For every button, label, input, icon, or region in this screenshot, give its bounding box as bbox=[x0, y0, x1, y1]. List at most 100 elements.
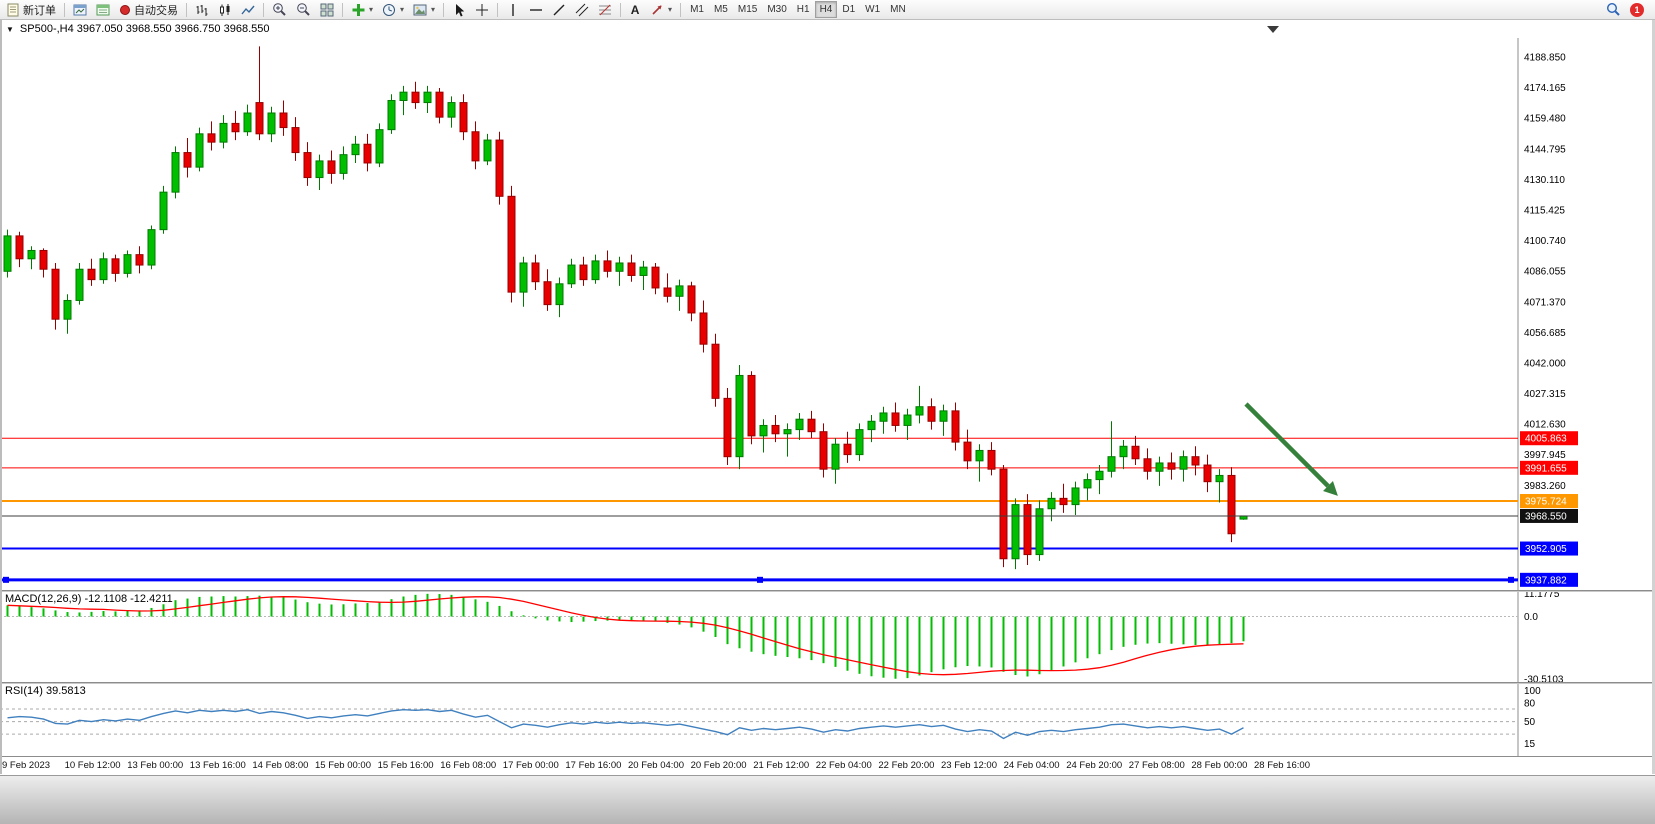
price-chart-pane[interactable]: 4188.850 4174.165 4159.480 4144.795 4130.110… bbox=[0, 38, 1655, 590]
auto-trading-button[interactable]: 自动交易 bbox=[115, 1, 182, 19]
toolbar-separator bbox=[497, 2, 499, 17]
window-bottom-strip bbox=[0, 775, 1655, 824]
clock-icon bbox=[383, 3, 396, 16]
arrows-tool-button[interactable]: ▾ bbox=[646, 1, 676, 19]
zoom-in-button[interactable] bbox=[268, 1, 291, 19]
chart-caption: ▼ SP500-,H4 3967.050 3968.550 3966.750 3… bbox=[0, 20, 1655, 38]
toolbar-separator bbox=[620, 2, 622, 17]
time-axis-label: 22 Feb 20:00 bbox=[878, 760, 935, 771]
templates-button[interactable]: ▾ bbox=[409, 1, 439, 19]
svg-text:50: 50 bbox=[1524, 717, 1536, 728]
time-axis-label: 14 Feb 08:00 bbox=[252, 760, 309, 771]
timeframe-button-m30[interactable]: M30 bbox=[762, 1, 791, 18]
svg-text:4005.863: 4005.863 bbox=[1525, 434, 1567, 445]
time-axis-label: 13 Feb 00:00 bbox=[127, 760, 184, 771]
fibonacci-button[interactable] bbox=[594, 1, 616, 19]
chart-menu-icon[interactable]: ▼ bbox=[6, 24, 14, 34]
timeframe-button-m1[interactable]: M1 bbox=[685, 1, 709, 18]
svg-text:4100.740: 4100.740 bbox=[1524, 236, 1566, 247]
time-axis-label: 24 Feb 20:00 bbox=[1066, 760, 1123, 771]
time-axis-label: 17 Feb 00:00 bbox=[502, 760, 559, 771]
toolbar-separator bbox=[186, 2, 187, 17]
chart-shift-marker-icon[interactable] bbox=[1267, 26, 1279, 33]
svg-text:3975.724: 3975.724 bbox=[1525, 497, 1567, 508]
cursor-button[interactable] bbox=[448, 1, 470, 19]
arrows-tool-icon bbox=[652, 4, 662, 15]
svg-text:4071.370: 4071.370 bbox=[1524, 297, 1566, 308]
svg-text:4144.795: 4144.795 bbox=[1524, 144, 1566, 155]
chevron-down-icon: ▾ bbox=[400, 5, 405, 14]
time-axis-label: 28 Feb 00:00 bbox=[1191, 760, 1248, 771]
charts-window-button[interactable] bbox=[69, 1, 91, 19]
time-axis[interactable]: 9 Feb 2023 10 Feb 12:00 13 Feb 00:00 13 Feb… bbox=[0, 756, 1655, 775]
data-window-button[interactable] bbox=[92, 1, 114, 19]
text-tool-button[interactable]: A bbox=[625, 1, 645, 19]
timeframe-button-m5[interactable]: M5 bbox=[709, 1, 733, 18]
time-axis-label: 10 Feb 12:00 bbox=[64, 760, 121, 771]
svg-text:4115.425: 4115.425 bbox=[1524, 206, 1565, 217]
vertical-line-icon bbox=[512, 3, 514, 16]
svg-text:4056.685: 4056.685 bbox=[1524, 328, 1566, 339]
indicators-button[interactable]: ▾ bbox=[347, 1, 377, 19]
timeframe-button-h1[interactable]: H1 bbox=[792, 1, 815, 18]
chart-title: SP500-,H4 3967.050 3968.550 3966.750 396… bbox=[19, 23, 270, 35]
bar-chart-icon bbox=[196, 4, 208, 16]
svg-text:3991.655: 3991.655 bbox=[1525, 463, 1567, 474]
time-axis-label: 24 Feb 04:00 bbox=[1003, 760, 1060, 771]
pane-divider[interactable] bbox=[0, 682, 1655, 684]
time-axis-label: 20 Feb 04:00 bbox=[628, 760, 684, 771]
svg-text:3997.945: 3997.945 bbox=[1524, 450, 1566, 461]
new-order-icon bbox=[7, 3, 19, 16]
periods-button[interactable]: ▾ bbox=[378, 1, 408, 19]
timeframe-button-h4[interactable]: H4 bbox=[814, 1, 838, 18]
crosshair-button[interactable] bbox=[471, 1, 493, 19]
auto-trading-icon bbox=[120, 4, 130, 15]
timeframe-button-m15[interactable]: M15 bbox=[733, 1, 762, 18]
pane-divider[interactable] bbox=[0, 590, 1655, 592]
timeframe-button-mn[interactable]: MN bbox=[885, 1, 911, 18]
fibonacci-icon bbox=[599, 4, 612, 15]
time-axis-label: 15 Feb 00:00 bbox=[315, 760, 371, 771]
chevron-down-icon: ▾ bbox=[369, 5, 374, 14]
chevron-down-icon: ▾ bbox=[668, 5, 673, 14]
svg-text:3937.882: 3937.882 bbox=[1525, 575, 1567, 586]
search-icon bbox=[1606, 2, 1620, 16]
line-chart-button[interactable] bbox=[237, 1, 259, 19]
time-axis-label: 22 Feb 04:00 bbox=[815, 760, 872, 771]
svg-text:100: 100 bbox=[1524, 686, 1541, 697]
window-right-border bbox=[1652, 20, 1655, 774]
text-tool-icon: A bbox=[630, 2, 640, 17]
trendline-button[interactable] bbox=[548, 1, 570, 19]
svg-text:3952.905: 3952.905 bbox=[1525, 544, 1567, 555]
horizontal-line-button[interactable] bbox=[525, 1, 547, 19]
channel-button[interactable] bbox=[571, 1, 593, 19]
svg-text:3983.260: 3983.260 bbox=[1524, 481, 1566, 492]
new-order-button[interactable]: 新订单 bbox=[3, 1, 60, 19]
trendline-icon bbox=[553, 4, 565, 15]
charts-window-icon bbox=[73, 4, 87, 15]
time-axis-label: 13 Feb 16:00 bbox=[189, 760, 246, 771]
data-window-icon bbox=[96, 4, 110, 15]
vertical-line-button[interactable] bbox=[502, 1, 524, 19]
time-axis-label: 28 Feb 16:00 bbox=[1254, 760, 1310, 771]
svg-text:4174.165: 4174.165 bbox=[1524, 83, 1566, 94]
candlestick-chart-button[interactable] bbox=[214, 1, 236, 19]
timeframe-button-d1[interactable]: D1 bbox=[837, 1, 860, 18]
notification-badge[interactable]: 1 bbox=[1630, 2, 1644, 17]
time-axis-label: 9 Feb 2023 bbox=[2, 760, 51, 771]
macd-indicator-pane[interactable]: 11.1775 0.0 -30.5103 bbox=[0, 592, 1655, 682]
tile-windows-button[interactable] bbox=[316, 1, 338, 19]
toolbar-separator bbox=[64, 2, 65, 17]
zoom-out-button[interactable] bbox=[292, 1, 315, 19]
toolbar-separator bbox=[263, 2, 264, 17]
time-axis-label: 20 Feb 20:00 bbox=[690, 760, 747, 771]
channel-icon bbox=[575, 3, 589, 16]
svg-text:4130.110: 4130.110 bbox=[1524, 175, 1565, 186]
timeframe-button-w1[interactable]: W1 bbox=[860, 1, 885, 18]
horizontal-line-icon bbox=[530, 8, 543, 11]
search-button[interactable] bbox=[1602, 1, 1625, 19]
toolbar-separator bbox=[342, 2, 343, 17]
toolbar-separator bbox=[443, 2, 445, 17]
bar-chart-button[interactable] bbox=[191, 1, 213, 19]
